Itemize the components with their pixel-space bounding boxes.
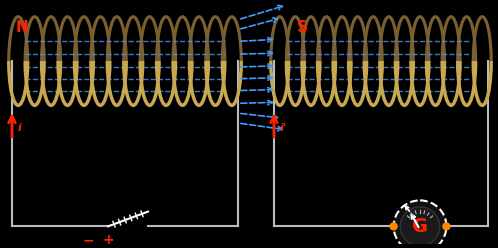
Text: +: + xyxy=(102,233,114,247)
Text: N: N xyxy=(15,20,28,35)
Text: G: G xyxy=(412,217,428,236)
Circle shape xyxy=(443,223,450,230)
Text: −: − xyxy=(82,233,94,247)
Circle shape xyxy=(393,200,446,248)
Circle shape xyxy=(390,223,397,230)
Text: S: S xyxy=(296,20,307,35)
Circle shape xyxy=(400,207,440,246)
Text: i': i' xyxy=(280,123,287,133)
Text: i: i xyxy=(18,123,22,133)
